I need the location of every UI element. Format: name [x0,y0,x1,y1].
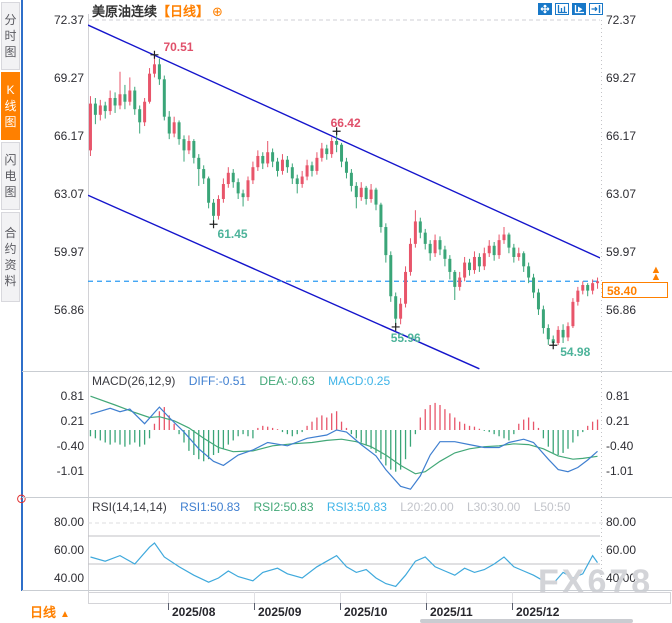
axis-tick-label: 59.97 [53,245,84,259]
x-axis-label: 2025/09 [258,605,302,619]
panel-divider [22,590,672,591]
pan-icon[interactable] [538,2,552,15]
time-scrollbar-track[interactable] [88,592,671,604]
axis-tick-label: 69.27 [606,71,637,85]
axis-tick-label: -0.40 [606,439,634,453]
swing-low-label: 55.96 [390,330,421,345]
axis-tick-label: 0.81 [606,389,630,403]
macd-macd-value: MACD:0.25 [328,374,391,388]
axis-tick-label: -0.40 [56,439,84,453]
axis-tick-label: 56.86 [606,303,637,317]
rsi1-value: RSI1:50.83 [180,500,241,514]
axis-tick-label: 0.81 [60,389,84,403]
sidebar-divider [21,0,23,591]
symbol-title: 美原油连续 [92,4,158,19]
rsi-l50: L50:50 [533,500,571,514]
sidebar-item-0[interactable]: 分时图 [1,2,20,70]
x-axis-label: 2025/10 [344,605,388,619]
auto-scale-icon[interactable] [572,2,586,15]
swing-low-label: 54.98 [560,345,591,360]
x-axis-label: 2025/08 [172,605,216,619]
axis-tick-label: 60.00 [606,543,637,557]
x-axis-label: 2025/11 [430,605,473,619]
last-price-box: 58.40 [602,282,668,298]
indicator-settings-icon[interactable]: ⊙ [16,491,27,506]
axis-tick-label: 80.00 [53,515,84,529]
price-up-arrow-icon: ▲ [650,264,662,276]
axis-tick-label: 80.00 [606,515,637,529]
macd-diff-value: DIFF:-0.51 [188,374,247,388]
last-price-value: 58.40 [607,284,638,298]
axis-tick-label: 66.17 [53,129,84,143]
macd-header[interactable]: MACD(26,12,9) DIFF:-0.51 DEA:-0.63 MACD:… [92,374,400,388]
x-axis-tick [168,592,169,604]
y-axis-scale-icon[interactable] [555,2,569,15]
detach-window-icon[interactable] [589,2,603,15]
price-up-arrow-icon: ▲ [650,271,662,283]
axis-tick-label: 63.07 [606,187,637,201]
x-axis-tick [426,592,427,604]
axis-tick-label: 63.07 [53,187,84,201]
x-axis-label: 2025/12 [516,605,560,619]
rsi-l20: L20:20.00 [400,500,454,514]
x-axis-tick [340,592,341,604]
x-axis-tick [512,592,513,604]
panel-divider [22,497,672,498]
axis-tick-label: 40.00 [53,571,84,585]
sidebar-item-3[interactable]: 合约资料 [1,212,20,302]
axis-tick-label: 69.27 [53,71,84,85]
panel-divider [22,371,672,372]
axis-tick-label: -1.01 [606,464,634,478]
sidebar-item-2[interactable]: 闪电图 [1,142,20,210]
chart-toolbar [538,2,603,15]
axis-tick-label: 66.17 [606,129,637,143]
period-tab-label: 日线 [30,605,57,620]
swing-high-label: 70.51 [163,39,194,54]
rsi-params: RSI(14,14,14) [92,500,167,514]
swing-low-label: 61.45 [217,227,248,242]
tab-arrow-icon: ▲ [60,609,70,620]
scrollbar-thumb[interactable] [420,619,633,623]
x-axis-tick [426,603,427,610]
x-axis-tick [340,603,341,610]
chart-title: 美原油连续【日线】 ⊕ [92,1,223,19]
rsi3-value: RSI3:50.83 [326,500,387,514]
x-axis-tick [512,603,513,610]
axis-tick-label: 0.21 [606,414,630,428]
rsi2-value: RSI2:50.83 [253,500,314,514]
period-tag[interactable]: 【日线】 [157,4,210,19]
swing-high-label: 66.42 [330,116,361,131]
axis-tick-label: 40.00 [606,571,637,585]
x-axis-tick [168,603,169,610]
x-axis-tick [254,592,255,604]
rsi-header[interactable]: RSI(14,14,14) RSI1:50.83 RSI2:50.83 RSI3… [92,500,580,514]
x-axis-tick [254,603,255,610]
axis-tick-label: 72.37 [53,13,84,27]
axis-tick-label: 60.00 [53,543,84,557]
axis-tick-label: 56.86 [53,303,84,317]
zoom-icon[interactable]: ⊕ [212,4,223,19]
axis-tick-label: 0.21 [60,414,84,428]
axis-tick-label: 59.97 [606,245,637,259]
macd-dea-value: DEA:-0.63 [259,374,315,388]
axis-tick-label: -1.01 [56,464,84,478]
macd-params: MACD(26,12,9) [92,374,176,388]
period-tab-button[interactable]: 日线 ▲ [30,602,70,621]
axis-tick-label: 72.37 [606,13,637,27]
rsi-l30: L30:30.00 [466,500,521,514]
